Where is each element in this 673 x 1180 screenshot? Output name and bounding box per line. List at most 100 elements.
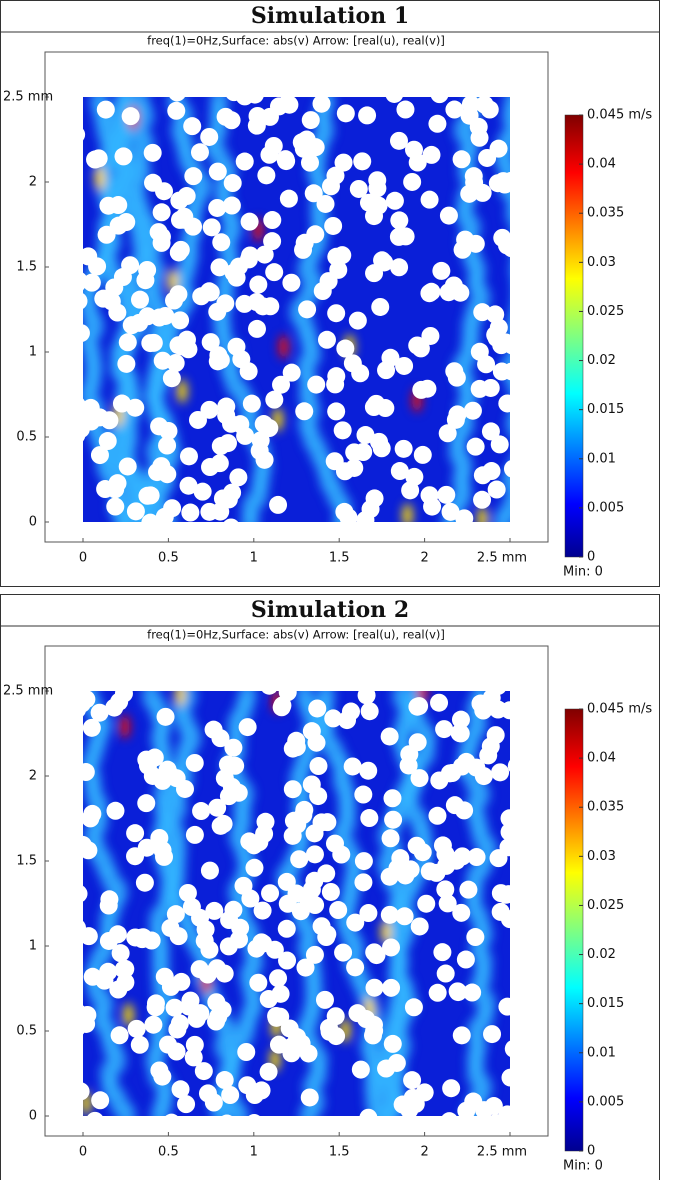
grain [435,720,454,739]
grain [99,931,118,950]
colorbar-tick-label: 0.03 [587,849,616,864]
grain [477,355,496,374]
grain [395,907,414,926]
grain [178,883,197,902]
grain [464,167,483,186]
grain [211,729,230,748]
colorbar-tick-label: 0.025 [587,304,624,319]
grain [278,894,297,913]
grain [222,196,241,215]
grain [360,809,379,828]
grain [349,179,368,198]
grain [215,1071,234,1090]
grain [473,490,492,509]
grain [249,973,268,992]
grain [312,97,331,113]
grain [94,289,113,308]
grain [410,769,429,788]
grain [459,880,478,899]
grain [221,1085,240,1104]
channel [506,412,510,436]
y-tick-label: 0 [29,1109,37,1124]
grain [277,872,296,891]
grain [255,824,274,843]
grain [249,275,268,294]
grain [295,402,314,421]
grain [336,104,355,123]
grain [83,128,86,141]
grain [463,401,482,420]
grain [149,223,168,242]
grain [365,264,384,283]
grain [329,901,348,920]
grain [484,1097,503,1116]
grain [171,1080,190,1099]
grain [138,260,157,279]
grain [384,810,403,829]
grain [118,457,137,476]
grain [159,421,178,440]
grain [190,143,209,162]
hot-spot [477,506,488,522]
grain [336,339,355,358]
x-tick-label: 0.5 [158,551,179,566]
grain [410,917,429,936]
grain [470,379,489,398]
grain [184,167,203,186]
grain [152,203,171,222]
grain [198,1084,217,1103]
grain [317,330,336,349]
grain [162,369,181,388]
grain [301,111,320,130]
grain [354,873,373,892]
grain [156,707,175,726]
grain [433,943,452,962]
grain [83,921,87,935]
grain [381,829,400,848]
grain [404,998,423,1017]
colorbar-tick-label: 0.02 [587,947,616,962]
grain [260,107,279,126]
grain [239,362,258,381]
grain [451,710,470,729]
grain [208,302,227,321]
grain [179,997,198,1016]
grain [83,398,86,412]
grain [208,798,227,817]
grain [130,1035,149,1054]
grain [295,800,314,819]
grain [290,850,309,869]
grain [407,836,426,855]
grain [83,885,88,902]
grain [351,364,370,383]
grain [364,1015,383,1034]
grain [141,334,160,353]
grain [346,913,365,932]
grain [193,482,212,501]
grain [441,1112,457,1116]
channel [238,691,257,710]
x-tick-label: 2 [420,551,428,566]
grains [83,97,510,522]
channel [142,691,161,710]
grain [432,261,451,280]
grain [507,760,510,772]
grain [108,303,127,322]
grain [503,460,510,478]
grain [277,152,296,171]
grain [474,701,493,720]
colorbar [564,114,584,558]
grain [237,1042,256,1061]
x-tick-label: 2.5 mm [477,1145,527,1160]
grain [209,1007,228,1026]
grain [142,931,161,950]
grain [181,503,200,522]
grain [229,468,248,487]
colorbar-tick-label: 0.01 [587,1045,616,1060]
grain [210,258,229,277]
grain [108,474,127,493]
grain [306,225,325,244]
grain [442,1079,461,1098]
grain [126,502,145,521]
